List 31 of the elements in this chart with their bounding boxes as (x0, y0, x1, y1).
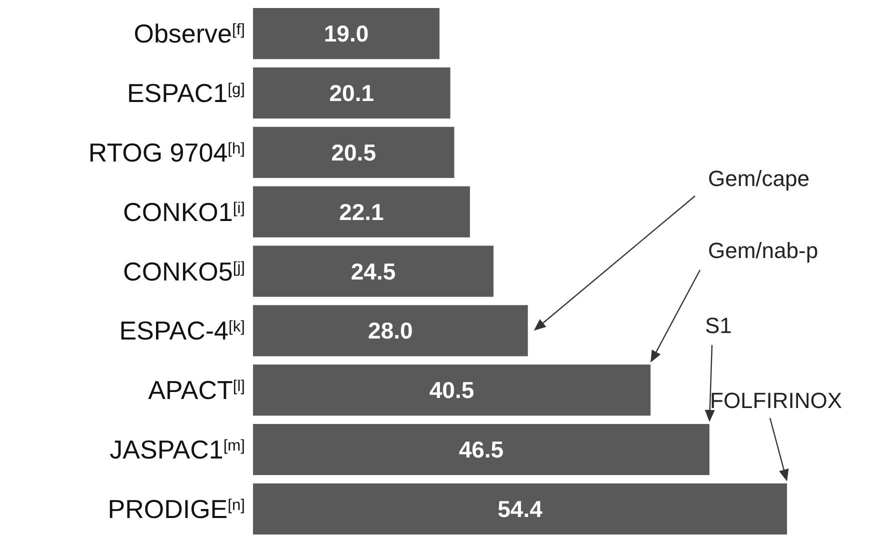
annotation: Gem/nab-p (708, 238, 818, 263)
annotation: Gem/cape (708, 166, 810, 191)
annotation: S1 (705, 313, 732, 338)
y-tick-label: CONKO1$^{[i]}$ (123, 196, 245, 227)
y-tick-label: RTOG 9704$^{[h]}$ (88, 137, 245, 168)
bar (253, 305, 528, 356)
bar (253, 8, 440, 60)
data-label: 40.5 (429, 377, 474, 404)
data-label: 46.5 (458, 436, 504, 463)
data-label: 28.0 (368, 318, 413, 344)
y-tick-label: JASPAC1$^{[m]}$ (110, 434, 245, 465)
bar (253, 364, 651, 416)
y-tick-label: ESPAC-4$^{[k]}$ (119, 316, 245, 346)
bar (253, 424, 710, 476)
bar (253, 186, 470, 238)
data-label: 24.5 (350, 258, 396, 284)
bar (253, 126, 454, 178)
data-label: 22.1 (339, 198, 384, 225)
y-tick-label: PRODIGE$^{[n]}$ (108, 494, 245, 524)
y-tick-label: Observe$^{[f]}$ (134, 18, 245, 49)
data-label: 19.0 (324, 20, 369, 47)
data-label: 54.4 (498, 496, 543, 522)
data-label: 20.5 (331, 139, 376, 166)
data-label: 20.1 (329, 80, 374, 106)
bar (253, 246, 494, 297)
y-tick-label: CONKO5$^{[j]}$ (123, 256, 245, 286)
bar (253, 483, 787, 534)
y-tick-label: APACT$^{[l]}$ (148, 375, 245, 406)
y-tick-label: ESPAC1$^{[g]}$ (126, 78, 245, 108)
bar (253, 67, 450, 119)
annotation: FOLFIRINOX (710, 388, 842, 413)
